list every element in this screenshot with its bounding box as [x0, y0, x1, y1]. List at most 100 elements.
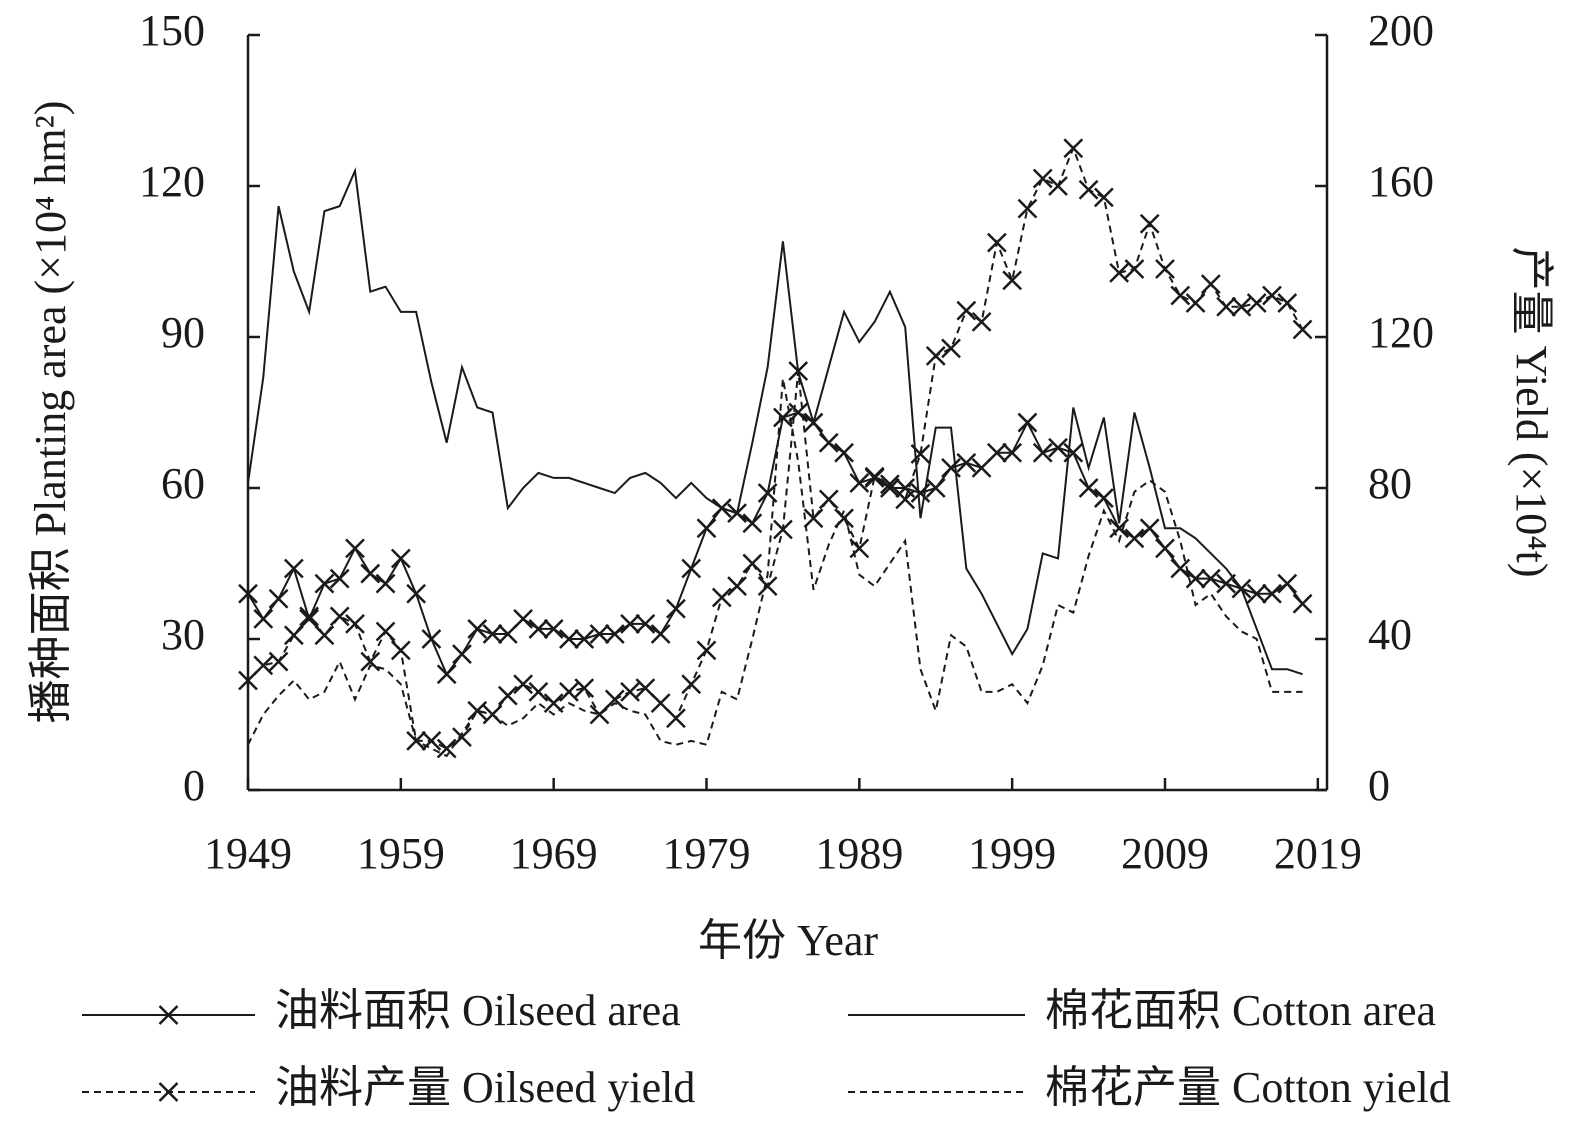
y2-tick-label: 200 [1368, 6, 1434, 55]
series-marker [345, 614, 365, 634]
series-marker [1262, 583, 1282, 604]
series-marker [329, 568, 350, 589]
legend-marker [158, 1082, 179, 1102]
y-tick-label: 150 [139, 6, 205, 55]
y-tick-label: 90 [161, 308, 205, 357]
series-marker [436, 738, 457, 759]
series-marker [1277, 573, 1298, 594]
y2-tick-label: 0 [1368, 761, 1390, 810]
series-marker [559, 629, 579, 649]
series-marker [1216, 296, 1237, 317]
series-marker [711, 587, 732, 608]
series-marker [253, 655, 274, 676]
series-marker [1262, 285, 1282, 306]
x-axis-title: 年份 Year [698, 916, 878, 965]
x-tick-label: 1999 [968, 829, 1056, 878]
series-marker [314, 573, 335, 594]
series-marker [620, 614, 640, 634]
series-marker [589, 704, 610, 725]
series-marker [650, 693, 671, 714]
series-marker [925, 345, 946, 366]
series-marker [1155, 538, 1175, 559]
series-marker [1139, 213, 1160, 234]
series-line [247, 378, 1303, 758]
series-marker [528, 619, 549, 639]
series-marker [1185, 293, 1206, 313]
y-tick-label: 30 [161, 610, 205, 659]
series-marker [895, 489, 916, 510]
series-marker [574, 629, 595, 649]
series-marker [1246, 583, 1267, 604]
series-marker [803, 508, 824, 529]
series-marker [742, 513, 763, 534]
series-marker [528, 681, 549, 702]
series-marker [1063, 138, 1084, 159]
series-marker [818, 489, 839, 510]
series-marker [1277, 293, 1298, 313]
series-marker [283, 625, 304, 646]
series-marker [742, 553, 763, 574]
x-tick-label: 1969 [510, 829, 598, 878]
series-marker [1231, 296, 1252, 317]
series-marker [421, 629, 442, 649]
series-marker [436, 664, 457, 685]
series-marker [1017, 198, 1038, 219]
series-marker [788, 402, 809, 423]
series-marker [1292, 319, 1313, 340]
series-marker [1093, 187, 1114, 208]
legend-label: 油料面积 Oilseed area [275, 986, 681, 1035]
series-marker [1292, 593, 1313, 614]
y-tick-label: 120 [139, 157, 205, 206]
series-marker [696, 518, 717, 539]
series-marker [956, 452, 977, 473]
legend-marker [158, 1005, 179, 1025]
series-marker [650, 624, 671, 644]
series-marker [941, 338, 961, 359]
series-marker [604, 624, 625, 644]
series-marker [390, 640, 411, 661]
series-marker [864, 466, 885, 487]
x-tick-label: 2019 [1274, 829, 1362, 878]
series-marker [757, 483, 778, 503]
series-marker [543, 619, 564, 639]
series-marker [971, 457, 992, 478]
series-marker [986, 232, 1007, 253]
series-marker [1063, 442, 1084, 463]
series-marker [1185, 568, 1206, 589]
series-marker [1093, 488, 1114, 508]
series-marker [666, 598, 686, 619]
series-marker [635, 614, 656, 634]
x-tick-label: 1979 [662, 829, 750, 878]
series-marker [513, 674, 533, 695]
y2-tick-label: 160 [1368, 157, 1434, 206]
series-marker [390, 548, 411, 569]
series-marker [1139, 518, 1160, 539]
series-marker [268, 651, 289, 672]
x-tick-label: 2009 [1121, 829, 1209, 878]
series-marker [956, 300, 977, 321]
series-marker [727, 576, 747, 597]
y-tick-label: 60 [161, 459, 205, 508]
y-axis-title: 播种面积 Planting area (×10⁴ hm²) [26, 101, 75, 724]
series-marker [1002, 270, 1023, 291]
series-marker [773, 519, 793, 540]
legend-label: 油料产量 Oilseed yield [275, 1063, 695, 1112]
series-marker [329, 606, 350, 627]
series-marker [375, 573, 396, 594]
y2-tick-label: 80 [1368, 459, 1412, 508]
series-marker [880, 474, 900, 495]
series-marker [604, 689, 625, 710]
series-marker [283, 558, 304, 579]
series-marker [971, 312, 992, 332]
series-marker [757, 576, 778, 597]
series-marker [452, 644, 472, 664]
series-marker [880, 478, 900, 498]
series-marker [1170, 285, 1191, 306]
series-marker [681, 558, 702, 579]
x-tick-label: 1959 [357, 829, 445, 878]
series-marker [574, 678, 595, 698]
series-marker [1048, 437, 1068, 458]
series-marker [1078, 478, 1099, 498]
series-marker [467, 619, 488, 639]
series-marker [497, 624, 518, 644]
